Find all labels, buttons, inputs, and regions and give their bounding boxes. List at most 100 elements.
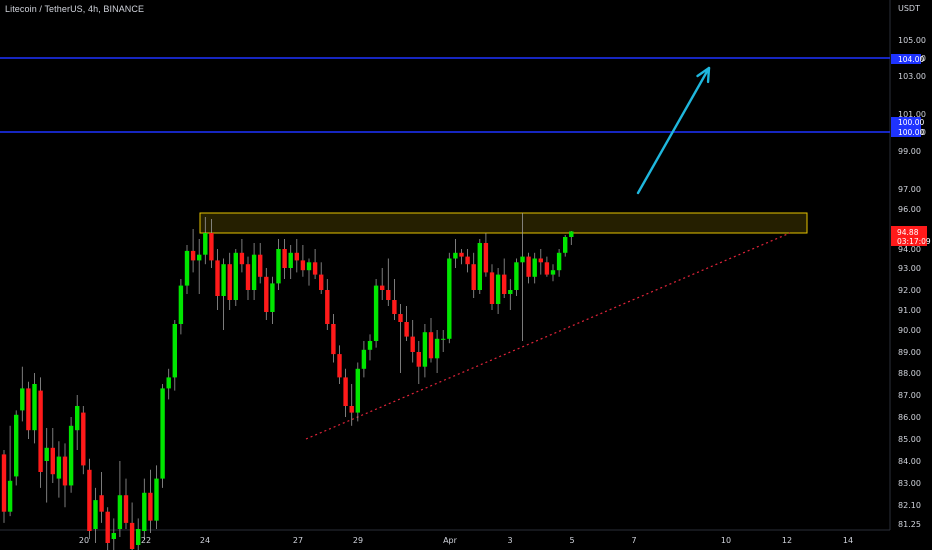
candle	[209, 219, 214, 268]
candle	[117, 461, 123, 537]
candle	[526, 252, 531, 284]
y-tick-label: 84.00	[898, 457, 921, 466]
candle	[380, 268, 385, 300]
candle-body	[264, 276, 269, 312]
candle	[471, 252, 476, 298]
x-tick-label: 24	[200, 536, 210, 545]
candle-body	[1, 454, 7, 512]
y-tick-label: 96.00	[898, 205, 921, 214]
candle	[343, 368, 348, 417]
candle-body	[447, 258, 452, 339]
y-tick-label: 93.00	[898, 264, 921, 273]
candle-body	[416, 352, 421, 367]
candle-body	[221, 264, 226, 296]
candle	[312, 249, 318, 279]
candle	[355, 362, 360, 422]
x-tick-label: Apr	[443, 536, 458, 545]
x-tick-label: 27	[293, 536, 303, 545]
candle	[514, 258, 519, 296]
resistance-zone[interactable]	[199, 212, 808, 234]
candle-body	[209, 233, 214, 261]
candle-body	[550, 270, 556, 275]
candle-body	[306, 262, 312, 271]
candle	[447, 252, 452, 344]
y-tick-label: 87.00	[898, 391, 921, 400]
y-tick-label: 83.00	[898, 479, 921, 488]
arrow-head[interactable]	[696, 66, 711, 84]
candle-body	[154, 478, 159, 521]
candle	[477, 239, 482, 294]
candle-body	[349, 406, 354, 413]
candle-body	[367, 341, 373, 350]
chart-title: Litecoin / TetherUS, 4h, BINANCE	[5, 4, 145, 14]
y-tick-label: 89.00	[898, 348, 921, 357]
candle	[81, 406, 86, 475]
candle-body	[520, 256, 525, 263]
resistance-zone-box[interactable]	[199, 212, 808, 234]
candle	[32, 373, 37, 444]
candle-body	[556, 252, 562, 271]
candle-body	[300, 260, 306, 271]
candle	[166, 368, 171, 400]
y-tick-label: 82.10	[898, 501, 921, 510]
current-price-value: 94.88	[897, 228, 919, 237]
candle-body	[56, 456, 62, 479]
y-tick-label: 103.00	[898, 72, 926, 81]
candle	[178, 279, 184, 335]
candle-body	[123, 495, 129, 523]
candle-body	[233, 252, 238, 300]
y-tick-label: 85.00	[898, 435, 921, 444]
candle	[502, 258, 507, 298]
candle	[111, 518, 116, 550]
candle-body	[483, 243, 489, 273]
candle	[1, 450, 7, 523]
candle-body	[434, 338, 440, 359]
candle	[483, 233, 489, 277]
horizontal-levels[interactable]	[0, 57, 890, 133]
candle	[434, 330, 440, 373]
candle-body	[477, 243, 482, 290]
y-tick-label: 99.00	[898, 147, 921, 156]
candle-body	[136, 529, 141, 545]
candle	[367, 334, 373, 361]
candle	[294, 239, 299, 273]
candle	[160, 384, 165, 488]
candle-body	[68, 425, 74, 486]
candle-body	[288, 252, 293, 268]
current-price-tag-bg	[891, 226, 927, 246]
y-tick-label: 92.00	[898, 286, 921, 295]
candle	[404, 306, 409, 341]
level-tag-104-bg	[891, 54, 921, 64]
price-tags: 104.00 100.00 100.00 94.88 03:17:09	[891, 54, 931, 246]
candle	[550, 264, 556, 282]
candle	[270, 276, 275, 324]
candle	[489, 264, 495, 310]
time-axis-ticks[interactable]: 20 22 24 27 29 Apr 3 5 7 10 12 14	[79, 536, 853, 545]
candle-body	[203, 233, 208, 255]
price-axis-ticks[interactable]: 105.00104.00103.00101.00100.0099.0097.00…	[898, 36, 926, 529]
candle-body	[190, 250, 196, 261]
candle	[14, 410, 19, 486]
candle-body	[398, 314, 403, 322]
target-arrow[interactable]	[636, 66, 711, 195]
candle-body	[197, 254, 202, 261]
candle	[227, 252, 232, 310]
candle	[556, 249, 562, 277]
y-tick-label: 81.25	[898, 520, 921, 529]
candle	[245, 256, 251, 300]
candle	[44, 428, 49, 503]
candle-body	[258, 254, 263, 277]
candle-body	[392, 300, 397, 314]
candle	[373, 279, 379, 348]
arrow-shaft[interactable]	[636, 66, 711, 195]
candle-body	[404, 322, 409, 337]
x-tick-label: 14	[843, 536, 853, 545]
candle-body	[93, 500, 98, 529]
candle-body	[178, 285, 184, 324]
candle-body	[160, 388, 165, 479]
x-tick-label: 10	[721, 536, 731, 545]
candle	[282, 239, 287, 279]
x-tick-label: 7	[631, 536, 636, 545]
candle	[93, 487, 98, 543]
